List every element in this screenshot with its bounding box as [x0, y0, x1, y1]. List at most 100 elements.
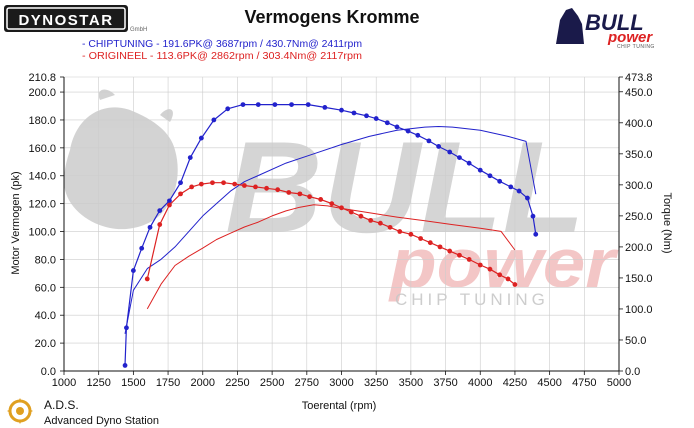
left-tick-label: 180.0 [28, 115, 56, 127]
x-tick-label: 1500 [121, 377, 145, 389]
bull-power-logo: BULL power CHIP TUNING [556, 8, 654, 50]
origineel-power-point [377, 220, 383, 226]
right-tick-label: 0.0 [625, 366, 640, 378]
chiptuning-power-point [525, 195, 530, 201]
origineel-power-point [189, 184, 195, 190]
bull-logo-sub: power [607, 29, 653, 46]
left-tick-label: 140.0 [28, 171, 56, 183]
right-tick-label: 200.0 [625, 242, 653, 254]
origineel-power-point [297, 191, 303, 197]
x-tick-label: 3750 [433, 377, 457, 389]
right-tick-label: 150.0 [625, 273, 653, 285]
x-tick-label: 4750 [572, 377, 596, 389]
origineel-power-point [437, 244, 443, 250]
chiptuning-power-point [122, 363, 128, 368]
origineel-power-point [210, 180, 215, 186]
chiptuning-power-point [426, 138, 432, 144]
watermark-tag-text: CHIP TUNING [395, 290, 549, 309]
right-axis-title: Torque (Nm) [661, 192, 673, 253]
ads-title: A.D.S. [44, 398, 79, 412]
bull-head-icon [63, 89, 178, 230]
chiptuning-power-point [508, 184, 514, 190]
left-tick-label: 120.0 [28, 199, 56, 211]
x-tick-label: 3000 [329, 377, 353, 389]
origineel-power-point [397, 229, 403, 234]
right-tick-label: 250.0 [625, 211, 653, 223]
x-tick-label: 2250 [225, 377, 249, 389]
x-tick-label: 3500 [399, 377, 423, 389]
bull-logo-text: BULL [585, 10, 644, 35]
chiptuning-power-point [211, 117, 217, 123]
chiptuning-power-point [405, 128, 411, 134]
dynostar-logo-small: GmbH [130, 27, 147, 33]
left-tick-label: 80.0 [35, 254, 56, 266]
right-axis-ticks: 0.0 50.0 100.0 150.0 200.0 250.0 300.0 350.0 400… [619, 72, 653, 378]
origineel-power-point [157, 222, 163, 227]
origineel-power-point [144, 276, 150, 282]
watermark-sub-text: power [388, 224, 619, 302]
left-tick-label: 0.0 [41, 366, 56, 378]
origineel-power-point [447, 248, 453, 254]
x-tick-label: 3250 [364, 377, 388, 389]
x-tick-label: 2750 [295, 377, 319, 389]
bull-power-watermark: BULL power CHIP TUNING [63, 89, 619, 309]
origineel-power-point [512, 282, 518, 287]
chiptuning-power-point [157, 208, 163, 214]
chiptuning-power-point [289, 102, 294, 108]
chiptuning-power-point [187, 155, 193, 161]
chiptuning-power-point [497, 178, 503, 184]
chiptuning-power-point [447, 149, 453, 155]
origineel-power-point [368, 217, 374, 223]
chiptuning-power-point [147, 224, 153, 230]
origineel-power-point [505, 276, 511, 282]
x-tick-label: 5000 [607, 377, 631, 389]
origineel-power-point [221, 180, 226, 186]
origineel-power-point [307, 194, 312, 200]
left-axis-title: Motor Vermogen (pk) [10, 171, 22, 274]
origineel-power-point [264, 185, 269, 191]
origineel-power-point [427, 240, 433, 246]
origineel-power-point [418, 236, 423, 241]
x-tick-label: 1250 [86, 377, 110, 389]
watermark-main-text: BULL [225, 114, 585, 260]
origineel-power-point [232, 181, 238, 187]
origineel-power-point [329, 201, 335, 207]
x-tick-label: 4000 [468, 377, 492, 389]
right-tick-label: 300.0 [625, 180, 653, 192]
chiptuning-power-point [384, 120, 390, 126]
origineel-power-point [408, 231, 414, 237]
origineel-power-point [253, 184, 258, 190]
chiptuning-power-point [516, 188, 522, 194]
right-tick-label: 450.0 [625, 87, 653, 99]
chiptuning-power-point [351, 110, 357, 116]
ads-gear-icon [7, 398, 33, 424]
chiptuning-power-point [198, 135, 204, 141]
chiptuning-power-point [139, 245, 145, 251]
origineel-power-point [275, 187, 281, 193]
x-tick-label: 2000 [191, 377, 215, 389]
chart-series [122, 102, 539, 368]
x-tick-label: 1750 [156, 377, 180, 389]
origineel-power-point [466, 257, 472, 262]
chiptuning-power-point [466, 160, 472, 166]
ads-subtitle: Advanced Dyno Station [44, 415, 159, 427]
left-tick-label: 20.0 [35, 338, 56, 350]
right-tick-label: 473.8 [625, 72, 653, 84]
chart-title: Vermogens Kromme [244, 7, 419, 27]
legend-chiptuning: - CHIPTUNING - 191.6PK@ 3687rpm / 430.7N… [82, 39, 362, 50]
right-tick-label: 100.0 [625, 304, 653, 316]
x-tick-label: 2500 [260, 377, 284, 389]
left-tick-label: 160.0 [28, 143, 56, 155]
chiptuning-power-point [305, 102, 311, 108]
ads-logo: A.D.S. Advanced Dyno Station [7, 398, 159, 427]
origineel-power-point [241, 183, 247, 188]
chiptuning-power-point [373, 116, 379, 121]
origineel-power-point [358, 213, 364, 219]
origineel-torque-line [146, 204, 516, 310]
legend-origineel: - ORIGINEEL - 113.6PK@ 2862rpm / 303.4Nm… [82, 51, 362, 62]
x-axis-ticks: 1000 1250 1500 1750 2000 2250 2500 2750 3000 3250… [52, 371, 631, 389]
dynostar-logo-text: DYNOSTAR [18, 12, 113, 29]
chiptuning-power-point [415, 132, 421, 138]
chiptuning-power-point [477, 167, 483, 173]
